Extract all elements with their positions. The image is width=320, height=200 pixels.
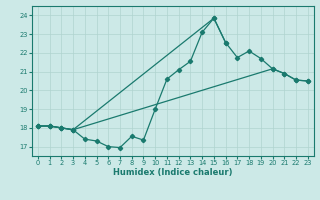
- X-axis label: Humidex (Indice chaleur): Humidex (Indice chaleur): [113, 168, 233, 177]
